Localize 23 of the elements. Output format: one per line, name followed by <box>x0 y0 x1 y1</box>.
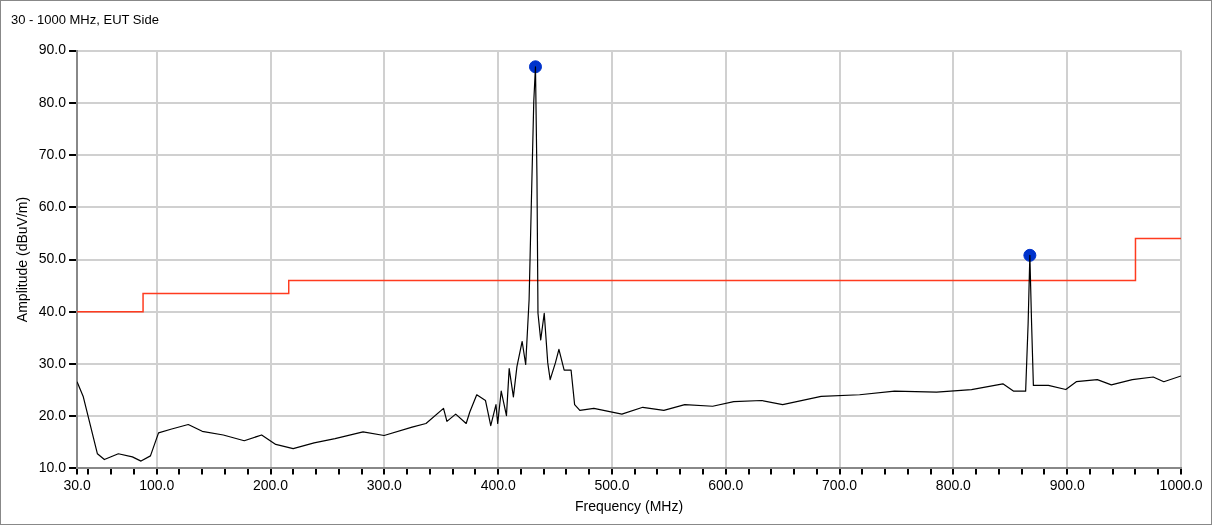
y-tick-label: 20.0 <box>38 407 67 424</box>
x-tick-label: 400.0 <box>480 476 516 493</box>
y-tick-label: 90.0 <box>38 41 67 58</box>
x-tick-label: 900.0 <box>1049 476 1085 493</box>
x-tick-label: 100.0 <box>139 476 175 493</box>
y-tick-label: 80.0 <box>38 93 67 110</box>
x-tick-label: 1000.0 <box>1159 476 1203 493</box>
x-tick-label: 300.0 <box>366 476 403 493</box>
y-tick-label: 50.0 <box>38 250 67 267</box>
x-tick-label: 600.0 <box>708 476 744 493</box>
y-tick-label: 60.0 <box>38 198 67 215</box>
x-tick-label: 800.0 <box>935 476 972 493</box>
y-tick-label: 30.0 <box>38 354 67 371</box>
x-tick-label: 700.0 <box>822 476 858 493</box>
x-axis-title: Frequency (MHz) <box>574 498 684 515</box>
x-tick-label: 200.0 <box>253 476 289 493</box>
y-tick-label: 40.0 <box>38 302 67 319</box>
y-tick-label: 10.0 <box>38 459 67 476</box>
y-axis-title: Amplitude (dBuV/m) <box>14 196 31 323</box>
x-tick-label: 500.0 <box>594 476 630 493</box>
y-tick-label: 70.0 <box>38 145 67 162</box>
x-tick-label: 30.0 <box>63 476 91 493</box>
chart-title: 30 - 1000 MHz, EUT Side <box>11 12 159 28</box>
